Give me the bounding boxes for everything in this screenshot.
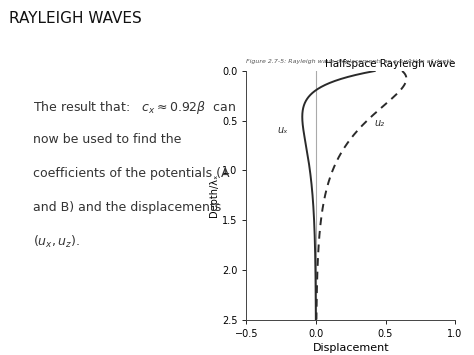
Text: coefficients of the potentials (A: coefficients of the potentials (A — [33, 167, 230, 180]
Text: The result that:   $c_x \approx 0.92\beta$  can: The result that: $c_x \approx 0.92\beta$… — [33, 99, 236, 116]
X-axis label: Displacement: Displacement — [312, 343, 389, 353]
Text: u₂: u₂ — [374, 118, 384, 128]
Text: $(u_x, u_z)$.: $(u_x, u_z)$. — [33, 234, 80, 250]
Text: RAYLEIGH WAVES: RAYLEIGH WAVES — [9, 11, 142, 26]
Text: now be used to find the: now be used to find the — [33, 133, 182, 146]
Text: uₓ: uₓ — [277, 125, 288, 135]
Text: and B) and the displacements: and B) and the displacements — [33, 201, 221, 214]
Text: Halfspace Rayleigh wave: Halfspace Rayleigh wave — [325, 59, 455, 69]
Text: Figure 2.7-5: Rayleigh wave displacements as a function of depth.: Figure 2.7-5: Rayleigh wave displacement… — [246, 59, 456, 64]
Y-axis label: Depth/λₓ: Depth/λₓ — [209, 174, 219, 217]
